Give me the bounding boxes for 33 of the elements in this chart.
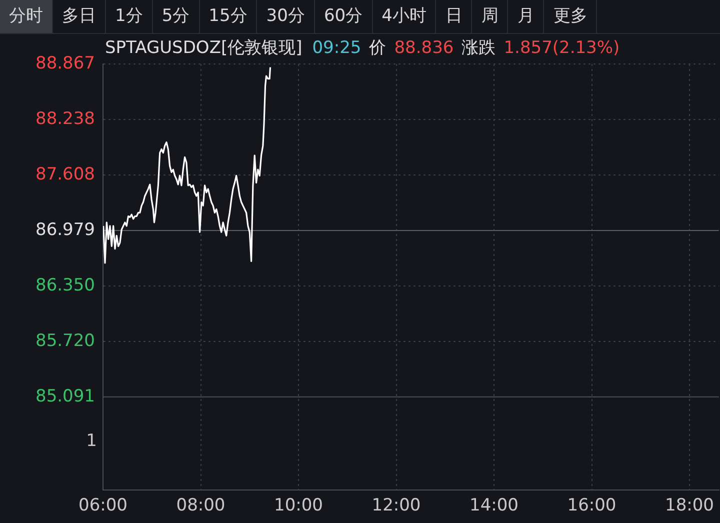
text: 涨跌 bbox=[462, 38, 496, 58]
y-tick-label: 85.720 bbox=[36, 330, 95, 351]
text: 1.857(2.13%) bbox=[504, 38, 620, 58]
x-tick-label: 08:00 bbox=[176, 496, 226, 516]
text: 分时 bbox=[0, 0, 53, 33]
x-tick-label: 16:00 bbox=[567, 496, 616, 516]
text: 月 bbox=[508, 0, 544, 33]
text: 多日 bbox=[53, 0, 106, 33]
y-tick-label: 86.979 bbox=[36, 220, 95, 240]
x-tick-label: 10:00 bbox=[274, 496, 323, 516]
y-tick-label: 88.238 bbox=[36, 108, 95, 129]
y-tick-label: 88.867 bbox=[36, 53, 95, 74]
text: 4小时 bbox=[372, 0, 436, 33]
y-tick-label: 85.091 bbox=[36, 386, 95, 406]
text: 1 bbox=[86, 431, 97, 451]
chart-title: SPTAGUSDOZ[伦敦银现] bbox=[105, 38, 302, 58]
text: 更多 bbox=[544, 0, 598, 33]
text: 周 bbox=[472, 0, 508, 33]
x-tick-label: 18:00 bbox=[665, 496, 714, 516]
x-tick-label: 06:00 bbox=[78, 496, 128, 516]
text: 15分 bbox=[200, 0, 258, 33]
text: 88.836 bbox=[394, 38, 454, 58]
text: 日 bbox=[436, 0, 472, 33]
x-tick-label: 14:00 bbox=[470, 496, 519, 516]
text: 60分 bbox=[314, 0, 373, 33]
text: 09:25 bbox=[312, 38, 362, 58]
text: 30分 bbox=[257, 0, 315, 33]
text: 1分 bbox=[106, 0, 153, 33]
text: 5分 bbox=[152, 0, 200, 33]
y-tick-label: 86.350 bbox=[36, 275, 95, 296]
text: 价 bbox=[369, 38, 386, 58]
y-tick-label: 87.608 bbox=[36, 164, 95, 184]
x-tick-label: 12:00 bbox=[372, 496, 421, 516]
